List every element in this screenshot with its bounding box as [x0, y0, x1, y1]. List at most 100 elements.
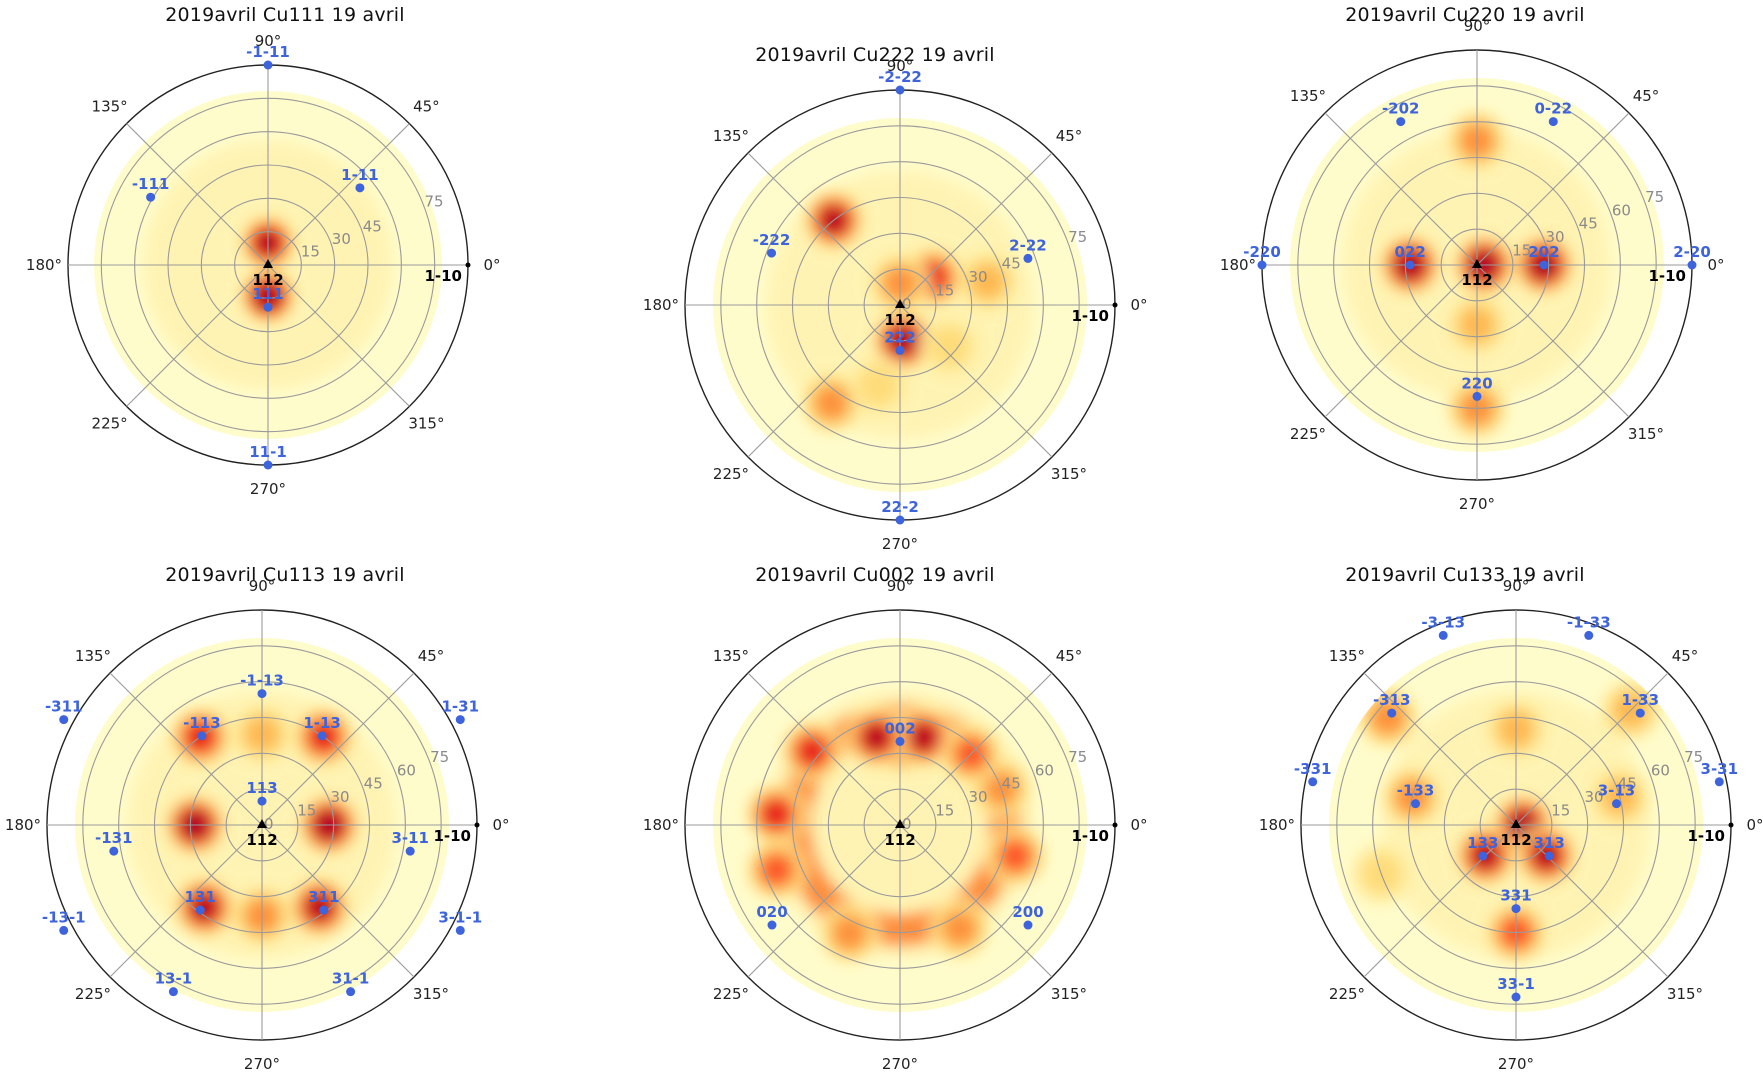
pole-marker [1023, 253, 1033, 263]
angle-label: 315° [408, 414, 444, 432]
pole-marker [1396, 117, 1406, 127]
radial-tick-label: 30 [968, 788, 987, 806]
pole-label: -313 [1373, 691, 1411, 709]
radial-tick-label: 30 [968, 268, 987, 286]
pole-label: 311 [308, 888, 339, 906]
pole-figure-panel: 2019avril Cu113 19 avril 0° 45° 90° 135° 180°… [0, 560, 570, 1090]
angle-label: 180° [5, 816, 41, 834]
center-triangle-marker [895, 819, 905, 828]
intensity-blob [944, 912, 976, 945]
pole-label: 111 [252, 285, 283, 303]
grid-spoke [126, 123, 269, 266]
grid-spoke [747, 152, 901, 306]
pole-marker [1611, 799, 1621, 809]
pole-label: 331 [1500, 887, 1531, 905]
center-triangle-marker [263, 259, 273, 268]
grid-spoke [126, 264, 269, 407]
radial-tick-label: 45 [1618, 775, 1637, 793]
grid-spoke [1324, 264, 1478, 418]
angle-label: 45° [1633, 87, 1660, 105]
grid-spoke [747, 672, 901, 826]
angle-label: 225° [713, 985, 749, 1003]
pole-label: -2-22 [878, 68, 922, 86]
pole-marker [257, 689, 267, 699]
grid-spoke [899, 824, 1053, 978]
angle-label: 0° [1746, 816, 1763, 834]
angle-label: 225° [92, 414, 128, 432]
radial-tick-label: 0 [264, 815, 274, 833]
pole-marker [1511, 992, 1521, 1002]
pole-marker [895, 736, 905, 746]
pole-label: 2-20 [1673, 243, 1711, 261]
pole-marker [263, 302, 273, 312]
angle-label: 180° [26, 256, 62, 274]
intensity-blob [862, 723, 891, 751]
pole-label: 33-1 [1497, 975, 1535, 993]
angle-label: 135° [1329, 647, 1365, 665]
pole-marker [1687, 260, 1697, 270]
pole-marker [1544, 851, 1554, 861]
pole-label: 0-22 [1534, 100, 1572, 118]
pole-marker [1635, 708, 1645, 718]
reference-label: 1-10 [433, 827, 471, 845]
radial-tick-label: 45 [363, 218, 382, 236]
center-triangle-marker [257, 819, 267, 828]
panel-title: 2019avril Cu111 19 avril [165, 4, 405, 26]
pole-marker [59, 715, 69, 725]
angle-label: 180° [1259, 816, 1295, 834]
polar-plot: 0° 45° 90° 135° 180° 225° 270° 315° 0 15 30 45 60 75 1… [643, 577, 1148, 1073]
radial-tick-label: 0 [902, 815, 912, 833]
center-label: 112 [252, 271, 283, 289]
pole-label: -3-13 [1421, 613, 1465, 631]
pole-marker [346, 987, 356, 997]
center-triangle-marker [895, 299, 905, 308]
panel-title: 2019avril Cu133 19 avril [1345, 564, 1585, 586]
radial-tick-label: 15 [301, 243, 320, 261]
pole-marker [895, 345, 905, 355]
pole-label: 002 [884, 719, 915, 737]
pole-label: 313 [1534, 834, 1565, 852]
radial-tick-label: 30 [330, 788, 349, 806]
pole-marker [257, 796, 267, 806]
pole-figure-panel: 2019avril Cu111 19 avril 0° 45° 90° 135° 180°… [0, 0, 570, 530]
grid-spoke [899, 152, 1053, 306]
reference-marker [465, 262, 471, 268]
angle-label: 135° [713, 647, 749, 665]
angle-label: 270° [882, 535, 918, 553]
grid-spoke [267, 264, 410, 407]
angle-label: 135° [1290, 87, 1326, 105]
pole-label: 11-1 [249, 443, 287, 461]
grid-spoke [1476, 112, 1630, 266]
pole-marker [895, 85, 905, 95]
grid-spoke [747, 304, 901, 458]
grid-spoke [109, 672, 263, 826]
pole-label: 113 [246, 779, 277, 797]
angle-label: 180° [1220, 256, 1256, 274]
angle-label: 90° [1503, 577, 1530, 595]
grid-spoke [1515, 824, 1669, 978]
pole-label: 1-13 [303, 714, 341, 732]
radial-tick-label: 15 [1512, 242, 1531, 260]
angle-label: 225° [1329, 985, 1365, 1003]
angle-label: 180° [643, 816, 679, 834]
angle-label: 180° [643, 296, 679, 314]
pole-label: 3-13 [1598, 782, 1636, 800]
pole-marker [1714, 777, 1724, 787]
pole-marker [767, 248, 777, 258]
angle-label: 315° [1051, 985, 1087, 1003]
grid-spoke [261, 824, 415, 978]
grid-spoke [109, 824, 263, 978]
radial-tick-label: 60 [1651, 761, 1670, 779]
angle-label: 225° [75, 985, 111, 1003]
radial-tick-label: 15 [935, 802, 954, 820]
pole-label: 13-1 [155, 970, 193, 988]
pole-label: 1-33 [1621, 691, 1659, 709]
grid-spoke [1363, 824, 1517, 978]
panel-title: 2019avril Cu113 19 avril [165, 564, 405, 586]
grid-spoke [1515, 672, 1669, 826]
reference-marker [1112, 822, 1118, 828]
intensity-blob [306, 893, 334, 921]
pole-marker [1548, 117, 1558, 127]
intensity-blob [761, 855, 792, 885]
